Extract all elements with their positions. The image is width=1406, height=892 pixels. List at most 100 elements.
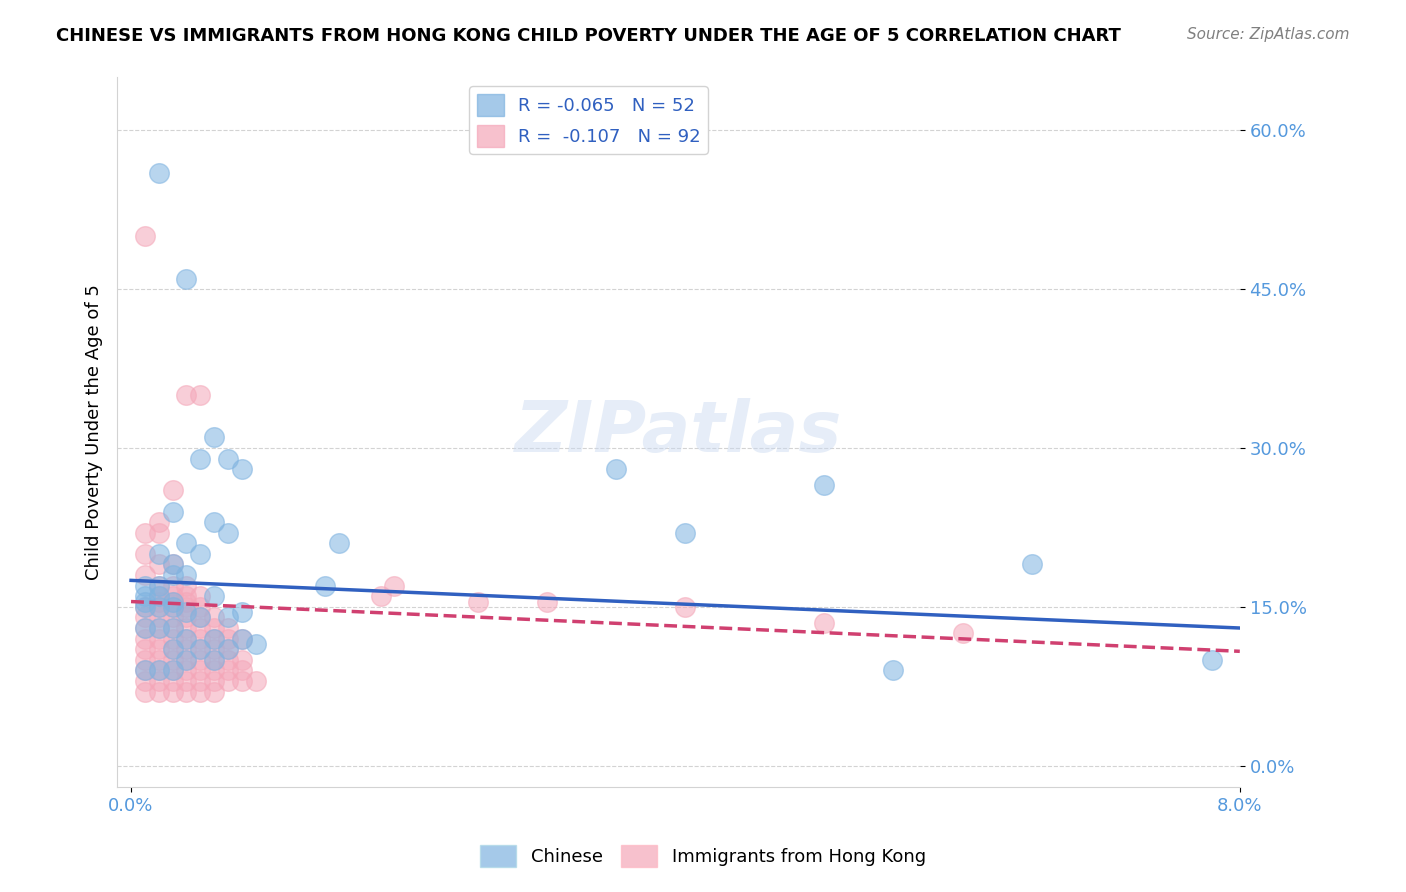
Point [162, 610, 184, 624]
Point [217, 632, 239, 646]
Point [148, 589, 170, 603]
Point [134, 229, 156, 244]
Legend: R = -0.065   N = 52, R =  -0.107   N = 92: R = -0.065 N = 52, R = -0.107 N = 92 [470, 87, 709, 154]
Point [176, 642, 198, 657]
Point [231, 632, 253, 646]
Point [813, 478, 835, 492]
Point [162, 621, 184, 635]
Point [328, 536, 350, 550]
Point [176, 684, 198, 698]
Point [148, 684, 170, 698]
Point [134, 610, 156, 624]
Point [202, 664, 225, 678]
Point [148, 664, 170, 678]
Point [148, 642, 170, 657]
Point [134, 621, 156, 635]
Point [162, 594, 184, 608]
Point [673, 525, 696, 540]
Point [148, 621, 170, 635]
Point [148, 166, 170, 180]
Point [202, 621, 225, 635]
Point [162, 568, 184, 582]
Point [148, 621, 170, 635]
Point [231, 632, 253, 646]
Y-axis label: Child Poverty Under the Age of 5: Child Poverty Under the Age of 5 [86, 285, 103, 580]
Point [176, 589, 198, 603]
Point [673, 599, 696, 614]
Point [202, 653, 225, 667]
Point [813, 615, 835, 630]
Point [952, 626, 974, 640]
Point [162, 673, 184, 688]
Point [176, 536, 198, 550]
Point [134, 673, 156, 688]
Point [162, 579, 184, 593]
Point [162, 642, 184, 657]
Point [217, 653, 239, 667]
Point [148, 558, 170, 572]
Point [176, 568, 198, 582]
Point [148, 579, 170, 593]
Point [176, 610, 198, 624]
Point [202, 673, 225, 688]
Point [605, 462, 627, 476]
Point [1021, 558, 1043, 572]
Point [188, 673, 211, 688]
Point [162, 483, 184, 498]
Point [370, 589, 392, 603]
Point [217, 664, 239, 678]
Point [176, 594, 198, 608]
Point [202, 632, 225, 646]
Point [162, 504, 184, 518]
Point [134, 547, 156, 561]
Point [202, 610, 225, 624]
Point [148, 673, 170, 688]
Point [217, 642, 239, 657]
Point [188, 632, 211, 646]
Point [162, 684, 184, 698]
Point [202, 642, 225, 657]
Point [188, 664, 211, 678]
Point [162, 632, 184, 646]
Point [134, 632, 156, 646]
Point [148, 525, 170, 540]
Point [148, 610, 170, 624]
Point [162, 642, 184, 657]
Point [314, 579, 336, 593]
Point [176, 579, 198, 593]
Point [188, 599, 211, 614]
Point [188, 621, 211, 635]
Point [1201, 653, 1223, 667]
Point [162, 653, 184, 667]
Point [162, 558, 184, 572]
Legend: Chinese, Immigrants from Hong Kong: Chinese, Immigrants from Hong Kong [474, 838, 932, 874]
Point [148, 599, 170, 614]
Point [188, 653, 211, 667]
Point [134, 684, 156, 698]
Point [162, 664, 184, 678]
Point [202, 653, 225, 667]
Point [176, 664, 198, 678]
Point [231, 664, 253, 678]
Point [176, 632, 198, 646]
Point [176, 673, 198, 688]
Text: ZIPatlas: ZIPatlas [515, 398, 842, 467]
Point [148, 653, 170, 667]
Point [188, 610, 211, 624]
Point [134, 664, 156, 678]
Point [202, 515, 225, 529]
Point [134, 525, 156, 540]
Point [217, 673, 239, 688]
Point [188, 547, 211, 561]
Point [162, 589, 184, 603]
Point [162, 558, 184, 572]
Point [245, 673, 267, 688]
Point [188, 451, 211, 466]
Point [467, 594, 489, 608]
Point [176, 605, 198, 619]
Point [188, 589, 211, 603]
Point [382, 579, 405, 593]
Point [231, 653, 253, 667]
Point [134, 599, 156, 614]
Point [148, 632, 170, 646]
